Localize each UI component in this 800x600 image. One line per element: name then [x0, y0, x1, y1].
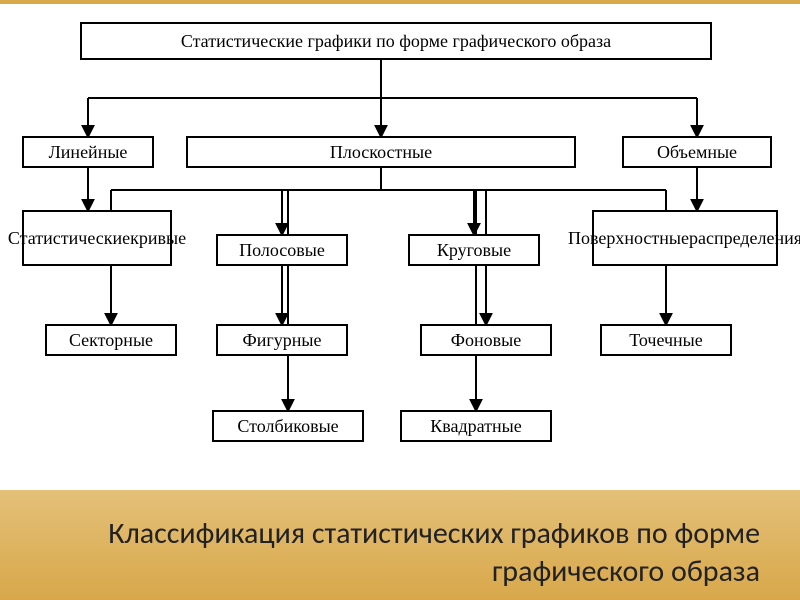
node-surface: Поверхностныераспределения	[592, 210, 778, 266]
node-square: Квадратные	[400, 410, 552, 442]
node-root: Статистические графики по форме графичес…	[80, 22, 712, 60]
node-statcurves: Статистическиекривые	[22, 210, 172, 266]
node-point: Точечные	[600, 324, 732, 356]
diagram-canvas: Статистические графики по форме графичес…	[0, 0, 800, 600]
node-figure: Фигурные	[216, 324, 348, 356]
node-column: Столбиковые	[212, 410, 364, 442]
node-planar: Плоскостные	[186, 136, 576, 168]
caption-text: Классификация статистических графиков по…	[0, 515, 800, 590]
node-strip: Полосовые	[216, 234, 348, 266]
node-sector: Секторные	[45, 324, 177, 356]
node-circular: Круговые	[408, 234, 540, 266]
node-volume: Объемные	[622, 136, 772, 168]
node-linear: Линейные	[22, 136, 154, 168]
top-stripe	[0, 0, 800, 4]
node-background: Фоновые	[420, 324, 552, 356]
